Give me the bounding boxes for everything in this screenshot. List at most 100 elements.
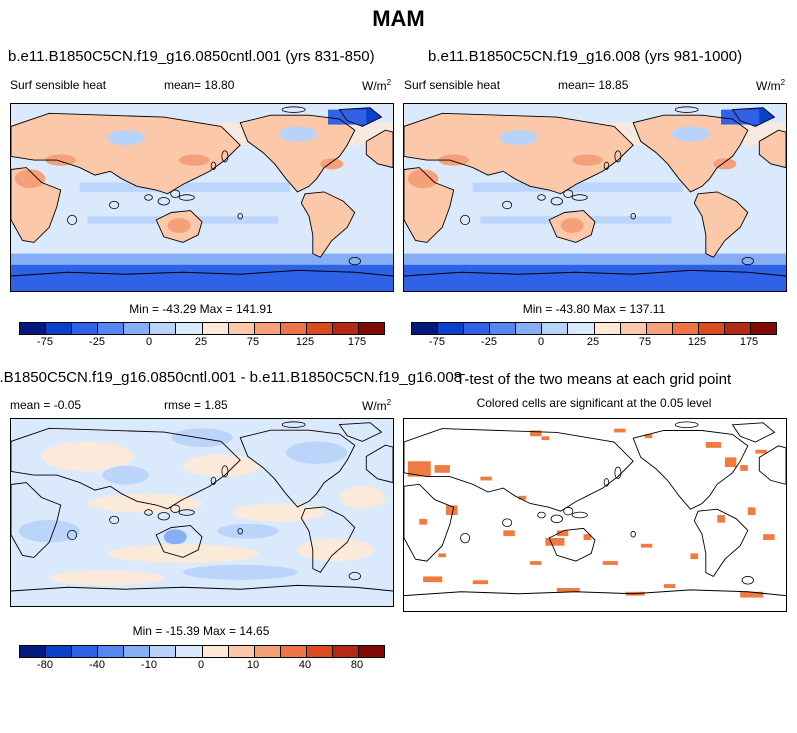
colorbar-swatch <box>253 646 280 657</box>
panel4-title: T-test of the two means at each grid poi… <box>456 371 732 388</box>
colorbar-swatch <box>201 646 228 657</box>
figure-title: MAM <box>372 6 425 31</box>
colorbar-swatch <box>541 323 568 334</box>
colorbar-swatch <box>331 323 359 334</box>
significant-cell <box>556 530 569 537</box>
panel2-map <box>403 103 787 292</box>
significant-cell <box>556 587 580 592</box>
colorbar-tick-label: 0 <box>537 336 545 348</box>
significant-cell <box>419 518 427 525</box>
significant-cell <box>755 449 767 454</box>
significant-cell <box>434 465 450 473</box>
colorbar-swatch <box>175 646 202 657</box>
panel2-colorbar <box>411 322 777 335</box>
significant-cell <box>705 442 722 448</box>
colorbar-swatch <box>697 323 724 334</box>
significant-cell <box>503 530 515 537</box>
colorbar-swatch <box>201 323 228 334</box>
panel2-variable-label: Surf sensible heat <box>404 78 501 92</box>
colorbar-swatch <box>279 646 306 657</box>
colorbar-swatch <box>515 323 542 334</box>
significant-cell <box>724 457 737 467</box>
colorbar-tick-label: -25 <box>89 336 105 348</box>
colorbar-tick-label: 0 <box>145 336 153 348</box>
significant-cell <box>541 436 550 441</box>
colorbar-swatch <box>437 323 464 334</box>
significant-cell <box>472 580 489 585</box>
significant-cell <box>640 543 653 548</box>
significant-cell <box>423 576 443 583</box>
colorbar-swatch <box>175 323 202 334</box>
colorbar-swatch <box>123 646 150 657</box>
significant-cell <box>446 505 458 515</box>
colorbar-swatch <box>45 646 72 657</box>
panel3-mean-label: mean = -0.05 <box>10 398 82 412</box>
significant-cell <box>747 507 756 515</box>
colorbar-swatch <box>358 323 385 334</box>
panel2-case-title: b.e11.B1850C5CN.f19_g16.008 (yrs 981-100… <box>428 48 743 65</box>
panel1-minmax: Min = -43.29 Max = 141.91 <box>129 302 273 316</box>
panel2-units: W/m2 <box>756 78 786 93</box>
colorbar-swatch <box>305 323 332 334</box>
colorbar-tick-label: 125 <box>687 336 707 348</box>
colorbar-swatch <box>279 323 306 334</box>
colorbar-swatch <box>227 323 254 334</box>
panel1-colorbar <box>19 322 385 335</box>
panel3-title-clip: b.e11.B1850C5CN.f19_g16.0850cntl.001 - b… <box>0 369 462 389</box>
significant-cell <box>644 434 653 439</box>
colorbar-swatch <box>149 646 176 657</box>
significant-cell <box>663 584 676 588</box>
colorbar-swatch <box>412 323 438 334</box>
colorbar-tick-label: -25 <box>481 336 497 348</box>
colorbar-tick-label: -80 <box>37 659 53 671</box>
panel4-subtitle: Colored cells are significant at the 0.0… <box>476 396 712 410</box>
panel3-case-title: b.e11.B1850C5CN.f19_g16.0850cntl.001 - b… <box>0 369 462 386</box>
significant-cell <box>518 495 527 500</box>
panel3-map <box>10 418 394 607</box>
colorbar-tick-label: 175 <box>347 336 367 348</box>
significant-cell <box>740 591 764 598</box>
colorbar-swatch <box>45 323 72 334</box>
colorbar-swatch <box>71 646 98 657</box>
colorbar-swatch <box>123 323 150 334</box>
colorbar-tick-label: 25 <box>194 336 208 348</box>
panel3-rmse-label: rmse = 1.85 <box>164 398 228 412</box>
significant-cell <box>583 534 592 540</box>
colorbar-swatch <box>149 323 176 334</box>
colorbar-swatch <box>331 646 359 657</box>
colorbar-tick-label: 75 <box>638 336 652 348</box>
panel1-colorbar-ticks: -75 -25 0 25 75 125 175 <box>19 336 385 350</box>
panel1-map <box>10 103 394 292</box>
significant-cell <box>545 538 565 546</box>
colorbar-tick-label: -40 <box>89 659 105 671</box>
colorbar-tick-label: 10 <box>246 659 260 671</box>
colorbar-swatch <box>593 323 620 334</box>
colorbar-swatch <box>567 323 594 334</box>
panel3-units: W/m2 <box>362 398 392 413</box>
significant-cell <box>530 561 542 565</box>
panel1-case-title: b.e11.B1850C5CN.f19_g16.0850cntl.001 (yr… <box>8 48 375 65</box>
significant-cell <box>614 428 626 433</box>
colorbar-swatch <box>97 646 124 657</box>
colorbar-swatch <box>619 323 646 334</box>
panel1-variable-label: Surf sensible heat <box>10 78 107 92</box>
colorbar-tick-label: 175 <box>739 336 759 348</box>
significant-cell <box>480 476 492 481</box>
significant-cell <box>717 515 725 523</box>
significant-cell <box>530 430 542 437</box>
colorbar-tick-label: 25 <box>586 336 600 348</box>
significant-cell <box>763 534 775 540</box>
colorbar-tick-label: -75 <box>37 336 53 348</box>
panel3-colorbar-ticks: -80 -40 -10 0 10 40 80 <box>19 659 385 673</box>
significant-cell <box>740 465 748 471</box>
colorbar-tick-label: 0 <box>197 659 205 671</box>
colorbar-tick-label: 75 <box>246 336 260 348</box>
colorbar-swatch <box>20 323 46 334</box>
colorbar-tick-label: 125 <box>295 336 315 348</box>
colorbar-tick-label: 80 <box>350 659 364 671</box>
colorbar-swatch <box>71 323 98 334</box>
significant-cell <box>407 461 431 477</box>
panel4-map <box>403 418 787 612</box>
colorbar-tick-label: 40 <box>298 659 312 671</box>
colorbar-swatch <box>723 323 751 334</box>
